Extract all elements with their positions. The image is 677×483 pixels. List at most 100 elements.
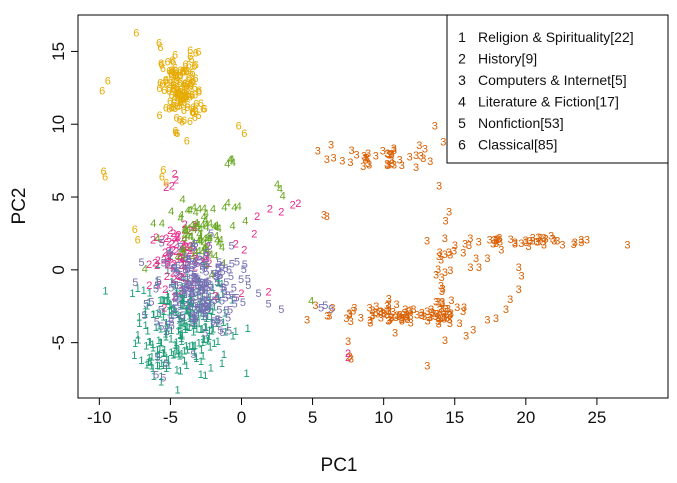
data-point: 1 (175, 325, 181, 337)
data-point: 1 (168, 305, 174, 317)
data-point: 5 (170, 278, 176, 290)
data-point: 6 (186, 59, 192, 71)
data-point: 5 (206, 241, 212, 253)
data-point: 5 (186, 297, 192, 309)
data-point: 5 (161, 257, 167, 269)
data-point: 5 (158, 305, 164, 317)
data-point: 2 (169, 238, 175, 250)
data-point: 3 (436, 313, 442, 325)
data-point: 2 (162, 284, 168, 296)
data-point: 3 (571, 239, 577, 251)
data-point: 1 (185, 300, 191, 312)
data-point: 3 (438, 303, 444, 315)
data-point: 5 (205, 283, 211, 295)
data-point: 6 (193, 99, 199, 111)
data-point: 5 (220, 282, 226, 294)
data-point: 3 (535, 232, 541, 244)
data-point: 1 (188, 318, 194, 330)
data-point: 6 (101, 166, 107, 178)
data-point: 1 (183, 360, 189, 372)
data-point: 6 (179, 97, 185, 109)
data-point: 3 (512, 238, 518, 250)
data-point: 6 (191, 61, 197, 73)
data-point: 3 (399, 314, 405, 326)
data-point: 5 (187, 283, 193, 295)
data-point: 6 (171, 85, 177, 97)
data-point: 1 (156, 349, 162, 361)
data-point: 6 (181, 115, 187, 127)
data-point: 6 (182, 81, 188, 93)
data-point: 1 (168, 325, 174, 337)
data-point: 3 (367, 302, 373, 314)
data-point: 3 (530, 236, 536, 248)
data-point: 3 (433, 296, 439, 308)
data-point: 2 (238, 288, 244, 300)
data-point: 3 (498, 245, 504, 257)
data-point: 2 (205, 250, 211, 262)
data-point: 1 (138, 355, 144, 367)
data-point: 1 (163, 331, 169, 343)
data-point: 5 (189, 286, 195, 298)
data-point: 1 (191, 288, 197, 300)
data-point: 4 (168, 206, 174, 218)
data-point: 1 (204, 301, 210, 313)
data-point: 4 (221, 202, 227, 214)
data-point: 5 (198, 285, 204, 297)
data-point: 2 (166, 246, 172, 258)
data-point: 2 (233, 239, 239, 251)
data-point: 5 (203, 266, 209, 278)
data-point: 4 (242, 215, 248, 227)
data-point: 6 (181, 85, 187, 97)
data-point: 5 (190, 241, 196, 253)
data-point: 1 (182, 289, 188, 301)
data-point: 3 (438, 313, 444, 325)
data-point: 5 (193, 272, 199, 284)
data-point: 1 (142, 309, 148, 321)
data-point: 6 (192, 73, 198, 85)
data-point: 6 (182, 89, 188, 101)
data-point: 1 (177, 299, 183, 311)
data-point: 6 (172, 103, 178, 115)
data-point: 3 (386, 305, 392, 317)
data-point: 1 (199, 303, 205, 315)
data-point: 1 (181, 345, 187, 357)
data-point: 3 (526, 241, 532, 253)
data-point: 1 (207, 292, 213, 304)
data-point: 6 (189, 90, 195, 102)
data-point: 5 (206, 302, 212, 314)
data-point: 2 (202, 253, 208, 265)
data-point: 1 (148, 360, 154, 372)
data-point: 3 (452, 240, 458, 252)
data-point: 3 (364, 152, 370, 164)
data-point: 6 (190, 75, 196, 87)
data-point: 3 (443, 303, 449, 315)
data-point: 5 (214, 277, 220, 289)
data-point: 3 (435, 264, 441, 276)
data-point: 3 (408, 318, 414, 330)
data-point: 2 (179, 239, 185, 251)
data-point: 5 (176, 281, 182, 293)
data-point: 5 (185, 258, 191, 270)
data-point: 6 (186, 72, 192, 84)
x-axis-title: PC1 (321, 455, 358, 476)
data-point: 3 (343, 313, 349, 325)
data-point: 2 (181, 235, 187, 247)
data-point: 6 (193, 60, 199, 72)
data-point: 6 (182, 90, 188, 102)
data-point: 5 (187, 279, 193, 291)
data-point: 1 (183, 303, 189, 315)
data-point: 5 (214, 269, 220, 281)
data-point: 3 (373, 301, 379, 313)
data-point: 3 (386, 316, 392, 328)
data-point: 1 (200, 334, 206, 346)
data-point: 3 (433, 269, 439, 281)
data-point: 1 (187, 293, 193, 305)
data-point: 1 (187, 307, 193, 319)
data-point: 6 (170, 80, 176, 92)
data-point: 6 (173, 71, 179, 83)
data-point: 4 (202, 215, 208, 227)
data-point: 3 (399, 313, 405, 325)
data-point: 5 (168, 316, 174, 328)
y-tick-label: 5 (49, 192, 68, 201)
data-point: 3 (388, 149, 394, 161)
